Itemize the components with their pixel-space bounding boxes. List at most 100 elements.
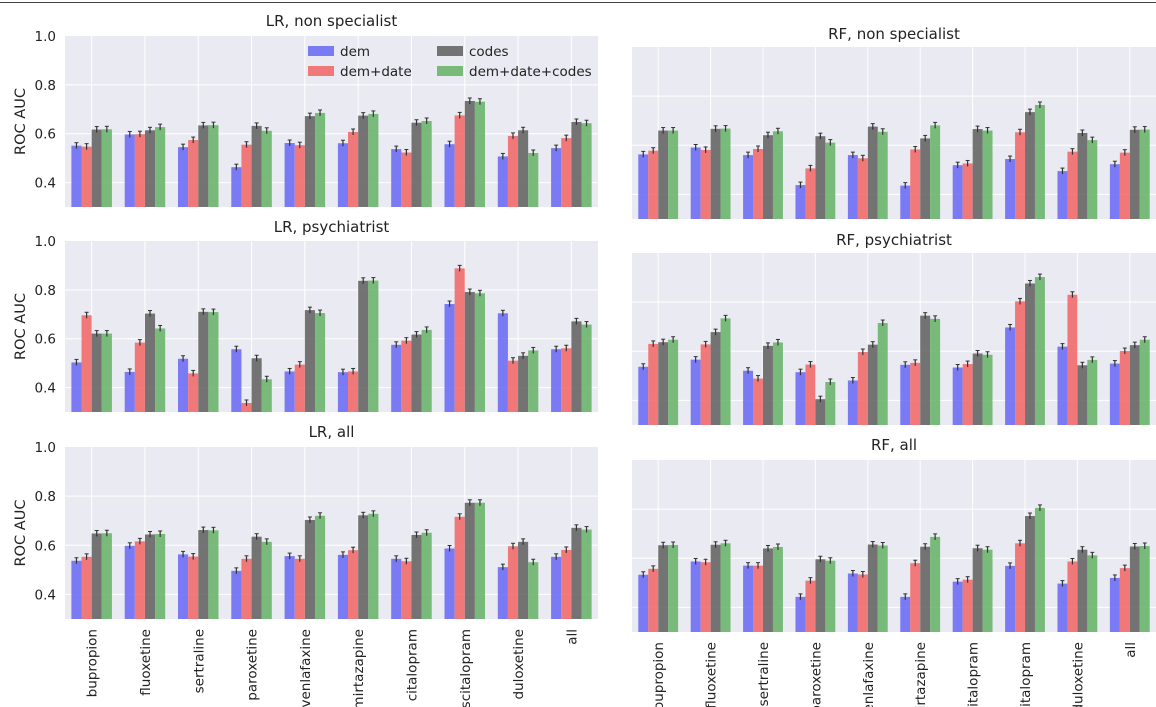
bar-dem-date-codes-all [581,529,592,619]
bar-dem-escitalopram [1005,159,1016,219]
legend-label-dem-date: dem+date [340,64,412,80]
bar-dem-venlafaxine [847,155,858,219]
bar-dem-sertraline [743,155,754,219]
bar-dem-date-escitalopram [454,516,465,619]
bar-codes-escitalopram [464,292,475,412]
bar-dem-date-codes-duloxetine [1087,555,1098,632]
bar-codes-duloxetine [1077,133,1088,219]
bar-codes-citalopram [411,122,422,207]
x-tick-label-paroxetine: paroxetine [245,629,261,701]
bar-codes-all [571,321,582,412]
bar-dem-fluoxetine [690,359,701,425]
bar-dem-sertraline [177,358,189,412]
x-tick-label-mirtazapine: mirtazapine [913,642,929,707]
bar-codes-bupropion [91,129,102,207]
bar-codes-mirtazapine [358,115,369,207]
bar-dem-date-codes-venlafaxine [314,313,326,412]
bar-dem-mirtazapine [337,372,349,412]
legend-swatch-dem-date-codes [437,66,463,76]
bar-dem-date-codes-mirtazapine [368,280,379,412]
bar-dem-date-codes-escitalopram [474,101,486,207]
x-tick-label-paroxetine: paroxetine [808,642,824,707]
bar-dem-all [551,556,562,619]
bar-codes-duloxetine [518,130,529,207]
bar-dem-duloxetine [1057,346,1068,425]
bar-dem-date-codes-bupropion [668,130,679,219]
bar-dem-venlafaxine [284,556,295,619]
y-tick-label: 0.4 [35,381,56,397]
legend-swatch-dem-date [308,66,334,76]
bar-dem-date-bupropion [81,556,92,619]
y-tick-label: 0.8 [35,489,56,505]
bar-codes-paroxetine [251,536,262,619]
x-tick-label-citalopram: citalopram [966,642,982,707]
bar-codes-venlafaxine [867,544,878,632]
bar-codes-paroxetine [815,136,826,219]
bar-dem-date-paroxetine [805,168,816,219]
y-tick-label: 1.0 [35,440,56,456]
bar-dem-duloxetine [497,567,508,619]
bar-codes-paroxetine [815,399,826,425]
bar-dem-date-escitalopram [1015,543,1025,632]
bar-dem-duloxetine [497,156,508,207]
x-tick-label-venlafaxine: venlafaxine [298,629,314,707]
bar-dem-date-bupropion [648,343,659,425]
x-tick-label-bupropion: bupropion [651,642,667,707]
bar-dem-date-codes-mirtazapine [368,513,379,619]
y-axis-label: ROC AUC [13,293,29,360]
bar-dem-date-escitalopram [1015,132,1025,219]
bar-dem-date-codes-duloxetine [528,153,539,207]
bar-dem-citalopram [952,581,963,632]
x-tick-label-duloxetine: duloxetine [511,629,527,700]
bar-dem-date-codes-mirtazapine [368,113,379,207]
bar-codes-venlafaxine [867,126,878,219]
bar-dem-paroxetine [231,167,242,207]
bar-codes-mirtazapine [920,138,931,219]
bar-codes-bupropion [658,130,669,219]
bar-dem-duloxetine [1057,171,1068,219]
legend-label-dem-date-codes: dem+date+codes [469,64,592,80]
bar-codes-sertraline [198,311,209,412]
bar-dem-bupropion [71,362,82,412]
bar-dem-date-citalopram [401,561,412,619]
bar-codes-citalopram [411,534,422,619]
bar-codes-mirtazapine [358,515,369,619]
bar-dem-date-codes-citalopram [421,532,432,619]
panel-title-rf-non-specialist: RF, non specialist [828,25,960,43]
bar-dem-date-venlafaxine [857,158,868,219]
bar-dem-sertraline [177,554,189,619]
bar-dem-mirtazapine [337,554,349,619]
bar-dem-escitalopram [444,304,455,412]
bar-dem-escitalopram [1005,565,1016,632]
panel-title-lr-psychiatrist: LR, psychiatrist [274,218,390,236]
bar-dem-date-codes-sertraline [772,131,783,219]
bar-dem-date-all [1119,152,1130,219]
bar-dem-citalopram [952,367,963,425]
bar-dem-duloxetine [1057,583,1068,632]
bar-codes-paroxetine [251,125,262,207]
bar-codes-fluoxetine [710,544,721,632]
bar-dem-venlafaxine [284,371,295,412]
bar-dem-date-fluoxetine [700,344,711,425]
bar-dem-date-codes-fluoxetine [155,328,166,412]
bar-dem-date-codes-citalopram [982,549,993,632]
bar-dem-date-codes-bupropion [668,339,679,425]
x-tick-label-all: all [564,629,580,645]
bar-dem-escitalopram [444,144,455,207]
bar-dem-date-codes-bupropion [101,333,112,412]
bar-codes-venlafaxine [304,116,315,207]
panel-title-rf-all: RF, all [871,436,917,454]
bar-codes-venlafaxine [304,310,315,412]
bar-dem-date-codes-paroxetine [261,379,272,412]
bar-dem-date-fluoxetine [700,562,711,632]
bar-codes-duloxetine [518,541,529,619]
bar-codes-fluoxetine [144,313,156,412]
bar-dem-venlafaxine [847,573,858,632]
legend-swatch-dem [308,46,334,56]
y-tick-label: 0.4 [35,176,56,192]
bar-dem-date-codes-sertraline [772,342,783,425]
bar-dem-date-codes-escitalopram [474,502,486,619]
bar-dem-date-duloxetine [507,135,519,207]
bar-dem-mirtazapine [900,364,911,425]
y-tick-label: 1.0 [35,29,56,45]
